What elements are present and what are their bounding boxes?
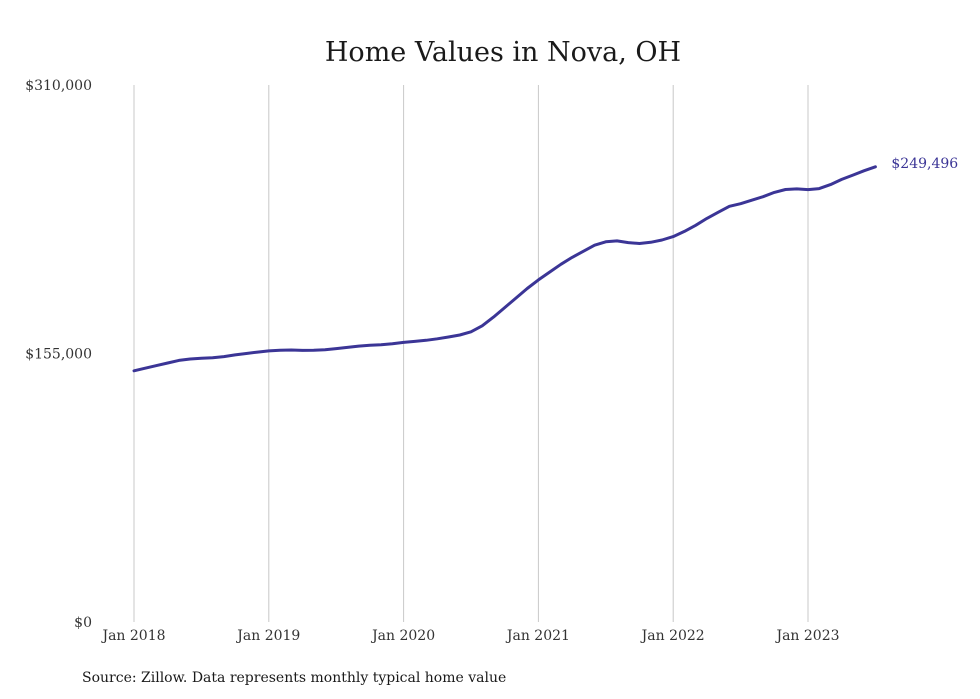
- y-tick-label: $155,000: [25, 347, 92, 363]
- series-line: [132, 165, 877, 373]
- source-note: Source: Zillow. Data represents monthly …: [82, 670, 506, 686]
- chart-title: Home Values in Nova, OH: [325, 37, 681, 68]
- x-tick-label: Jan 2023: [774, 628, 839, 644]
- x-tick-label: Jan 2020: [370, 628, 435, 644]
- y-axis-tick-labels: $0 $155,000 $310,000: [25, 78, 92, 631]
- series-home-value: [132, 165, 877, 373]
- x-tick-label: Jan 2019: [235, 628, 300, 644]
- x-tick-label: Jan 2021: [505, 628, 570, 644]
- x-tick-label: Jan 2018: [100, 628, 165, 644]
- end-value-label: $249,496: [891, 156, 958, 172]
- x-axis-tick-labels: Jan 2018 Jan 2019 Jan 2020 Jan 2021 Jan 2022…: [100, 628, 839, 644]
- grid-lines: [133, 85, 809, 622]
- y-tick-label: $310,000: [25, 78, 92, 94]
- y-tick-label: $0: [74, 615, 92, 631]
- x-tick-label: Jan 2022: [640, 628, 705, 644]
